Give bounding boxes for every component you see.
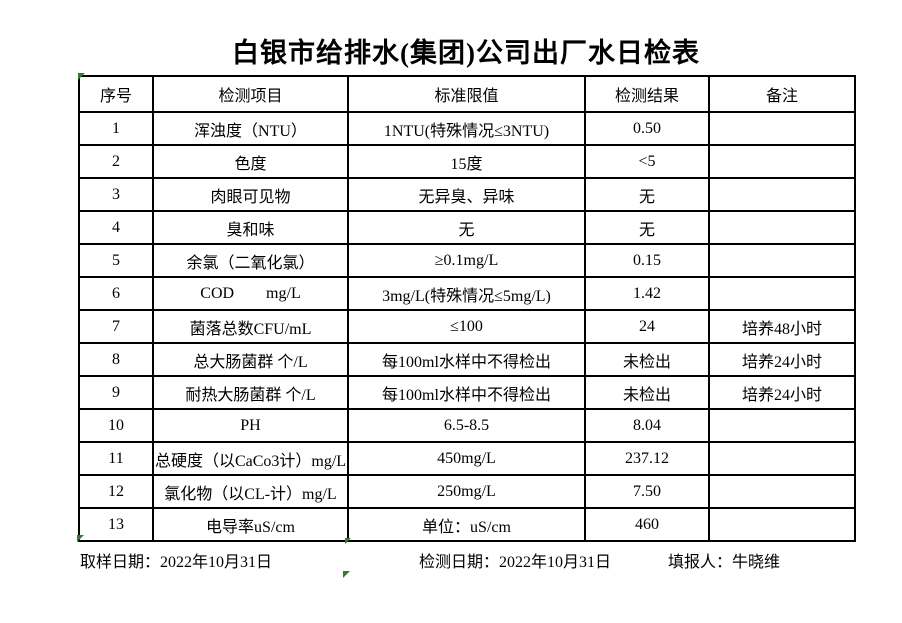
cell-limit: ≥0.1mg/L bbox=[347, 243, 586, 278]
table-row: 13 电导率uS/cm 单位：uS/cm 460 bbox=[78, 507, 856, 542]
cell-no: 13 bbox=[78, 507, 154, 542]
excel-error-indicator-icon bbox=[78, 73, 85, 80]
col-header-seq: 序号 bbox=[78, 75, 154, 113]
cell-limit: 每100ml水样中不得检出 bbox=[347, 342, 586, 377]
cell-no: 12 bbox=[78, 474, 154, 509]
cell-remark bbox=[708, 408, 856, 443]
table-row: 6 COD mg/L 3mg/L(特殊情况≤5mg/L) 1.42 bbox=[78, 276, 856, 311]
cell-result: 7.50 bbox=[584, 474, 710, 509]
cell-limit: 无 bbox=[347, 210, 586, 245]
cell-remark bbox=[708, 177, 856, 212]
cell-limit: ≤100 bbox=[347, 309, 586, 344]
cell-remark bbox=[708, 276, 856, 311]
cell-item: 色度 bbox=[152, 144, 349, 179]
header-row: 序号 检测项目 标准限值 检测结果 备注 bbox=[78, 75, 856, 113]
cell-result: 0.50 bbox=[584, 111, 710, 146]
cell-result: 237.12 bbox=[584, 441, 710, 476]
col-header-remark: 备注 bbox=[708, 75, 856, 113]
cell-limit: 250mg/L bbox=[347, 474, 586, 509]
cell-result: 未检出 bbox=[584, 375, 710, 410]
cell-limit: 单位：uS/cm bbox=[347, 507, 586, 542]
cell-remark: 培养24小时 bbox=[708, 375, 856, 410]
cell-no: 9 bbox=[78, 375, 154, 410]
cell-limit: 3mg/L(特殊情况≤5mg/L) bbox=[347, 276, 586, 311]
excel-error-indicator-icon bbox=[345, 538, 351, 544]
excel-error-indicator-icon bbox=[77, 535, 84, 542]
cell-result: 24 bbox=[584, 309, 710, 344]
table-row: 3 肉眼可见物 无异臭、异味无 bbox=[78, 177, 856, 212]
cell-result: 1.42 bbox=[584, 276, 710, 311]
cell-remark bbox=[708, 474, 856, 509]
cell-no: 5 bbox=[78, 243, 154, 278]
cell-limit: 1NTU(特殊情况≤3NTU) bbox=[347, 111, 586, 146]
cell-remark bbox=[708, 441, 856, 476]
table-row: 12 氯化物（以CL-计）mg/L 250mg/L 7.50 bbox=[78, 474, 856, 509]
cell-item: COD mg/L bbox=[152, 276, 349, 311]
cell-result: 无 bbox=[584, 210, 710, 245]
page-title: 白银市给排水(集团)公司出厂水日检表 bbox=[232, 38, 700, 68]
cell-item: 总大肠菌群 个/L bbox=[152, 342, 349, 377]
excel-error-indicator-icon bbox=[343, 571, 350, 578]
cell-result: 460 bbox=[584, 507, 710, 542]
test-date-text: 检测日期：2022年10月31日 bbox=[419, 554, 612, 571]
cell-no: 7 bbox=[78, 309, 154, 344]
cell-no: 2 bbox=[78, 144, 154, 179]
cell-result: <5 bbox=[584, 144, 710, 179]
cell-no: 1 bbox=[78, 111, 154, 146]
cell-item: 肉眼可见物 bbox=[152, 177, 349, 212]
cell-item: 臭和味 bbox=[152, 210, 349, 245]
cell-remark bbox=[708, 111, 856, 146]
cell-remark bbox=[708, 243, 856, 278]
cell-limit: 无异臭、异味 bbox=[347, 177, 586, 212]
cell-result: 8.04 bbox=[584, 408, 710, 443]
col-header-limit: 标准限值 bbox=[347, 75, 586, 113]
cell-result: 无 bbox=[584, 177, 710, 212]
cell-limit: 450mg/L bbox=[347, 441, 586, 476]
table-row: 2 色度 15度 <5 bbox=[78, 144, 856, 179]
cell-no: 11 bbox=[78, 441, 154, 476]
cell-no: 6 bbox=[78, 276, 154, 311]
cell-item: 总硬度（以CaCo3计）mg/L bbox=[152, 441, 349, 476]
cell-item: 余氯（二氧化氯） bbox=[152, 243, 349, 278]
reporter-text: 填报人：牛晓维 bbox=[668, 554, 781, 571]
cell-no: 10 bbox=[78, 408, 154, 443]
cell-remark bbox=[708, 144, 856, 179]
table-row: 5 余氯（二氧化氯） ≥0.1mg/L 0.15 bbox=[78, 243, 856, 278]
table-row: 8 总大肠菌群 个/L 每100ml水样中不得检出 未检出 培养24小时 bbox=[78, 342, 856, 377]
cell-item: 菌落总数CFU/mL bbox=[152, 309, 349, 344]
cell-no: 8 bbox=[78, 342, 154, 377]
cell-no: 3 bbox=[78, 177, 154, 212]
cell-remark bbox=[708, 507, 856, 542]
inspection-table: 序号 检测项目 标准限值 检测结果 备注 1 浑浊度（NTU） 1NTU(特殊情况≤… bbox=[78, 75, 856, 542]
cell-item: 浑浊度（NTU） bbox=[152, 111, 349, 146]
sampling-date-text: 取样日期：2022年10月31日 bbox=[80, 554, 273, 571]
cell-result: 0.15 bbox=[584, 243, 710, 278]
cell-limit: 每100ml水样中不得检出 bbox=[347, 375, 586, 410]
cell-remark: 培养24小时 bbox=[708, 342, 856, 377]
cell-limit: 6.5-8.5 bbox=[347, 408, 586, 443]
col-header-item: 检测项目 bbox=[152, 75, 349, 113]
table-row: 10 PH 6.5-8.5 8.04 bbox=[78, 408, 856, 443]
table-row: 7 菌落总数CFU/mL ≤100 24 培养48小时 bbox=[78, 309, 856, 344]
cell-result: 未检出 bbox=[584, 342, 710, 377]
table-row: 1 浑浊度（NTU） 1NTU(特殊情况≤3NTU) 0.50 bbox=[78, 111, 856, 146]
cell-remark: 培养48小时 bbox=[708, 309, 856, 344]
cell-no: 4 bbox=[78, 210, 154, 245]
table-row: 9 耐热大肠菌群 个/L 每100ml水样中不得检出 未检出 培养24小时 bbox=[78, 375, 856, 410]
cell-item: PH bbox=[152, 408, 349, 443]
col-header-result: 检测结果 bbox=[584, 75, 710, 113]
table-row: 11 总硬度（以CaCo3计）mg/L 450mg/L 237.12 bbox=[78, 441, 856, 476]
cell-limit: 15度 bbox=[347, 144, 586, 179]
table-row: 4 臭和味无无 bbox=[78, 210, 856, 245]
cell-item: 电导率uS/cm bbox=[152, 507, 349, 542]
cell-remark bbox=[708, 210, 856, 245]
cell-item: 氯化物（以CL-计）mg/L bbox=[152, 474, 349, 509]
cell-item: 耐热大肠菌群 个/L bbox=[152, 375, 349, 410]
